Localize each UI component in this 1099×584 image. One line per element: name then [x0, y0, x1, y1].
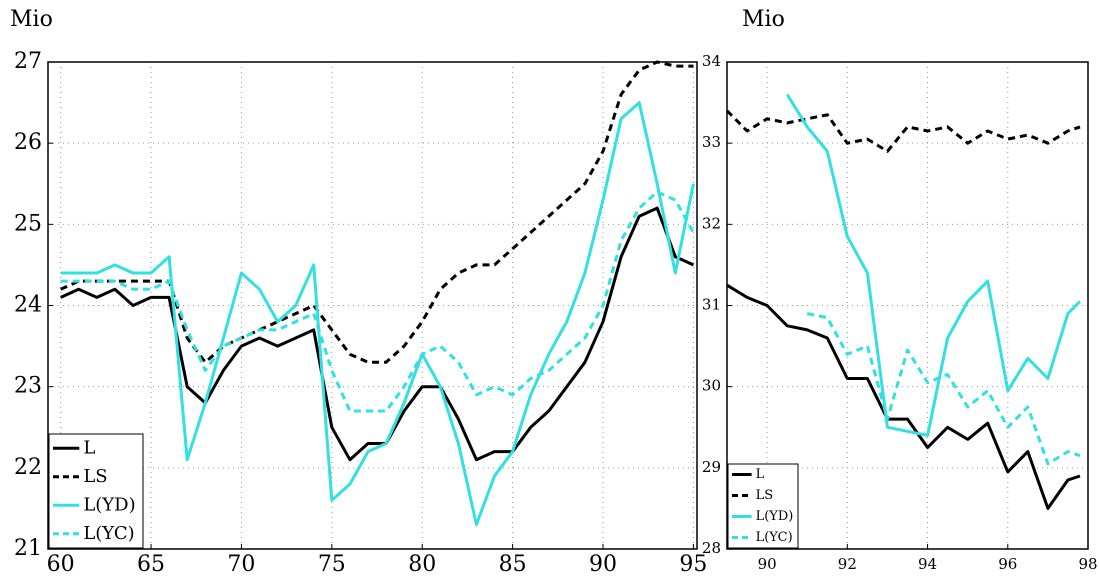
y-axis-label: Mio: [10, 7, 53, 32]
y-tick-label: 24: [14, 293, 42, 318]
legend-label: L: [756, 467, 765, 482]
series-line: [60, 190, 695, 413]
series-line: [726, 283, 1081, 510]
legend-label: LS: [83, 466, 107, 487]
x-tick-label: 95: [679, 552, 707, 577]
series-line: [806, 312, 1081, 466]
x-tick-label: 85: [499, 552, 527, 577]
x-tick-label: 92: [838, 555, 857, 573]
legend-box: [727, 463, 799, 549]
x-tick-label: 70: [227, 552, 255, 577]
series-line: [60, 60, 694, 364]
y-tick-label: 29: [702, 458, 721, 476]
legend-label: L(YC): [756, 530, 793, 545]
y-tick-label: 34: [702, 52, 721, 70]
legend-label: L(YC): [83, 523, 134, 544]
y-tick-label: 30: [702, 377, 721, 395]
legend-label: L: [83, 437, 95, 458]
x-tick-label: 94: [918, 555, 937, 573]
y-tick-label: 28: [702, 539, 721, 557]
legend-label: L(YD): [83, 494, 135, 515]
plot-frame: [47, 61, 698, 550]
x-tick-label: 98: [1078, 555, 1097, 573]
legend-label: L(YD): [756, 509, 794, 524]
series-line: [60, 101, 695, 527]
x-tick-label: 90: [589, 552, 617, 577]
x-tick-label: 96: [998, 555, 1017, 573]
series-line: [60, 206, 695, 462]
y-tick-label: 21: [14, 536, 42, 561]
x-tick-label: 80: [408, 552, 436, 577]
plot-frame: [726, 61, 1089, 550]
series-line: [785, 93, 1082, 437]
x-tick-label: 90: [758, 555, 777, 573]
y-tick-label: 32: [702, 214, 721, 232]
y-tick-label: 33: [702, 133, 721, 151]
x-tick-label: 75: [318, 552, 346, 577]
legend-label: LS: [756, 488, 774, 503]
x-tick-label: 60: [47, 552, 75, 577]
series-line: [725, 109, 1081, 153]
y-tick-label: 23: [14, 374, 42, 399]
y-tick-label: 22: [14, 455, 42, 480]
legend-box: [48, 433, 144, 549]
y-tick-label: 26: [14, 130, 42, 155]
y-tick-label: 31: [702, 296, 721, 314]
y-tick-label: 25: [14, 211, 42, 236]
y-axis-label: Mio: [742, 7, 785, 32]
y-tick-label: 27: [14, 49, 42, 74]
x-tick-label: 65: [137, 552, 165, 577]
